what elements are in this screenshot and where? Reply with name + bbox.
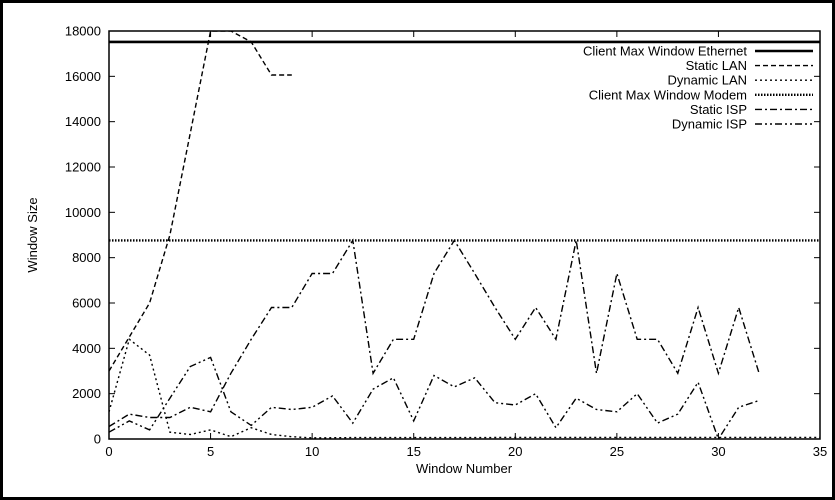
x-tick-label: 35: [813, 444, 827, 459]
legend-label: Client Max Window Modem: [589, 87, 747, 102]
y-tick-label: 2000: [72, 386, 101, 401]
series-group: [109, 31, 820, 439]
x-axis-title: Window Number: [416, 461, 513, 476]
y-tick-label: 6000: [72, 296, 101, 311]
axes: 0 5 10 15 20 25 30 35 0 2000 4000 6000 8000 10000 1200…: [65, 24, 827, 460]
x-tick-label: 0: [105, 444, 112, 459]
y-tick-label: 8000: [72, 250, 101, 265]
y-tick-label: 10000: [65, 205, 101, 220]
legend-label: Static LAN: [686, 58, 747, 73]
legend-label: Client Max Window Ethernet: [583, 44, 747, 59]
legend-label: Dynamic LAN: [668, 73, 747, 88]
y-tick-label: 14000: [65, 114, 101, 129]
plot-area-border: [108, 30, 821, 440]
y-tick-label: 16000: [65, 69, 101, 84]
y-tick-label: 4000: [72, 341, 101, 356]
x-tick-label: 25: [610, 444, 624, 459]
series-line-3: [109, 338, 820, 439]
y-tick-label: 18000: [65, 24, 101, 39]
x-tick-label: 5: [207, 444, 214, 459]
y-tick-label: 12000: [65, 160, 101, 175]
x-tick-label: 10: [305, 444, 319, 459]
y-axis-title: Window Size: [25, 197, 40, 272]
x-tick-label: 20: [508, 444, 522, 459]
legend-label: Static ISP: [690, 102, 747, 117]
series-line-2: [109, 31, 292, 372]
x-tick-label: 30: [711, 444, 725, 459]
series-line-5: [109, 238, 760, 428]
y-tick-label: 0: [94, 432, 101, 447]
legend-label: Dynamic ISP: [672, 117, 747, 132]
series-line-6: [109, 356, 760, 439]
x-tick-label: 15: [406, 444, 420, 459]
